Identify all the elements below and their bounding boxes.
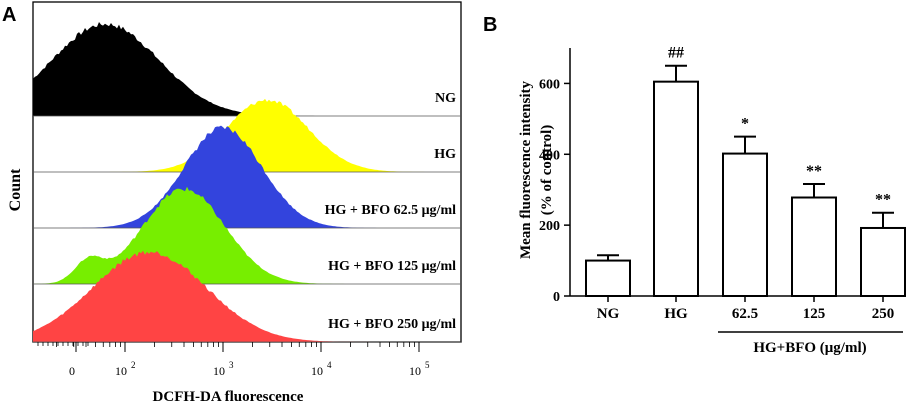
y-tick-label: 600: [539, 77, 560, 92]
x-tick-label-250: 250: [872, 306, 895, 322]
significance-marker-62.5: *: [741, 116, 749, 133]
histogram-5: [33, 250, 461, 342]
histogram-label-4: HG + BFO 125 μg/ml: [328, 259, 456, 274]
x-tick-label-125: 125: [803, 306, 826, 322]
x-tick-label: 0: [69, 364, 75, 378]
group-label: HG+BFO (μg/ml): [753, 340, 866, 356]
significance-marker-HG: ##: [668, 45, 684, 62]
x-tick-exponent: 5: [425, 360, 430, 370]
histogram-label-3: HG + BFO 62.5 μg/ml: [325, 203, 457, 218]
significance-marker-125: **: [806, 163, 822, 180]
x-tick-exponent: 4: [327, 360, 332, 370]
y-axis-label-count: Count: [7, 168, 24, 211]
bar-NG: [585, 259, 631, 298]
x-tick-label-NG: NG: [597, 306, 620, 322]
y-tick-label: 0: [553, 290, 560, 305]
histogram-1: [33, 22, 461, 116]
y-tick-label: 200: [539, 219, 560, 234]
bar-HG: [653, 80, 699, 297]
histogram-label-5: HG + BFO 250 μg/ml: [328, 317, 456, 332]
panel-b-bar-chart: 0 200 400 600 NG HG ## 62.5 * 125 ** 250 ** HG+BFO …: [539, 45, 906, 356]
histogram-2: [33, 98, 461, 172]
x-tick-exponent: 3: [229, 360, 234, 370]
bar-125: [791, 196, 837, 298]
x-tick-label-62.5: 62.5: [732, 306, 758, 322]
x-tick-label: 10: [213, 364, 225, 378]
x-tick-exponent: 2: [131, 360, 136, 370]
histogram-label-1: NG: [435, 91, 456, 106]
y-tick-label: 400: [539, 148, 560, 163]
x-axis-label-fluorescence: DCFH-DA fluorescence: [153, 389, 304, 405]
histogram-label-2: HG: [434, 147, 456, 162]
x-tick-label-HG: HG: [664, 306, 688, 322]
panel-b-letter: B: [483, 14, 497, 36]
y-axis-label-line2: (% of control): [539, 125, 555, 216]
panel-a-histograms: NG HG HG + BFO 62.5 μg/ml HG + BFO 125 μg/m…: [32, 1, 462, 378]
significance-marker-250: **: [875, 192, 891, 209]
x-tick-label: 10: [311, 364, 323, 378]
x-tick-label: 10: [115, 364, 127, 378]
histogram-3: [33, 125, 461, 228]
bar-62.5: [722, 152, 768, 297]
x-tick-label: 10: [409, 364, 421, 378]
panel-a-letter: A: [2, 4, 16, 26]
y-axis-label-line1: Mean fluorescence intensity: [518, 80, 534, 259]
bar-250: [860, 226, 906, 297]
